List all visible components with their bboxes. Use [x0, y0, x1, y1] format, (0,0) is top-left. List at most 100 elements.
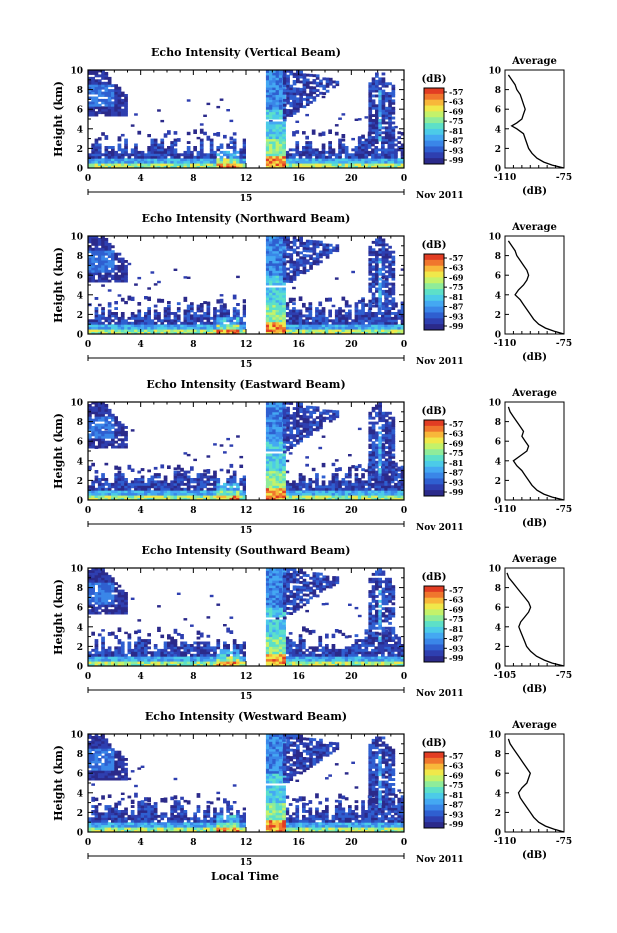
heatmap-cell	[154, 483, 158, 486]
heatmap-cell	[303, 271, 307, 274]
heatmap-cell	[266, 73, 270, 76]
heatmap-cell	[276, 327, 280, 330]
heatmap-cell	[335, 310, 339, 313]
heatmap-cell	[101, 248, 105, 251]
heatmap-cell	[397, 493, 401, 496]
heatmap-cell	[124, 488, 128, 491]
heatmap-cell	[203, 301, 207, 304]
heatmap-cell	[111, 324, 115, 327]
heatmap-cell	[236, 276, 240, 278]
heatmap-cell	[230, 476, 234, 479]
heatmap-cell	[220, 144, 224, 147]
average-profile-line	[508, 75, 564, 168]
heatmap-cell	[174, 467, 178, 470]
heatmap-cell	[144, 317, 148, 320]
colorbar-tick-label: -63	[449, 97, 464, 107]
heatmap-cell	[392, 268, 396, 271]
heatmap-cell	[177, 483, 181, 486]
heatmap-cell	[154, 156, 158, 159]
heatmap-cell	[378, 87, 382, 90]
heatmap-cell	[332, 148, 336, 151]
heatmap-cell	[98, 146, 102, 149]
heatmap-cell	[335, 488, 339, 491]
heatmap-cell	[361, 493, 365, 496]
heatmap-cell	[322, 144, 326, 147]
heatmap-cell	[200, 129, 204, 134]
heatmap-cell	[355, 468, 359, 471]
heatmap-cell	[392, 136, 396, 139]
heatmap-cell	[279, 327, 283, 330]
heatmap-cell	[157, 299, 161, 303]
heatmap-cell	[177, 465, 181, 470]
heatmap-cell	[114, 416, 118, 419]
heatmap-cell	[305, 488, 309, 491]
heatmap-cell	[203, 480, 207, 483]
heatmap-cell	[348, 312, 352, 315]
heatmap-cell	[91, 238, 95, 241]
heatmap-cell	[239, 490, 243, 493]
heatmap-cell	[394, 493, 398, 496]
heatmap-cell	[313, 74, 317, 77]
heatmap-cell	[118, 473, 122, 476]
y-tick-label: 8	[77, 86, 83, 96]
date-day: 15	[240, 360, 253, 370]
heatmap-cell	[318, 161, 322, 164]
heatmap-cell	[184, 327, 188, 330]
heatmap-cell	[174, 139, 178, 142]
heatmap-cell	[269, 488, 273, 491]
heatmap-cell	[220, 151, 224, 154]
heatmap-cell	[293, 407, 297, 410]
heatmap-cell	[272, 488, 276, 491]
heatmap-cell	[378, 327, 382, 330]
heatmap-cell	[289, 270, 293, 273]
heatmap-cell	[279, 151, 283, 154]
heatmap-cell	[108, 272, 112, 275]
heatmap-cell	[243, 322, 247, 325]
heatmap-cell	[303, 423, 307, 426]
heatmap-cell	[266, 297, 270, 300]
heatmap-cell	[338, 151, 342, 154]
heatmap-cell	[394, 312, 398, 315]
heatmap-cell	[266, 239, 270, 242]
heatmap-cell	[108, 443, 112, 446]
heatmap-cell	[286, 307, 290, 310]
heatmap-cell	[121, 443, 125, 446]
heatmap-cell	[365, 317, 369, 320]
heatmap-cell	[303, 73, 307, 76]
heatmap-cell	[91, 322, 95, 325]
heatmap-cell	[293, 434, 297, 437]
heatmap-cell	[220, 305, 224, 308]
heatmap-cell	[121, 473, 125, 476]
heatmap-cell	[174, 156, 178, 159]
heatmap-cell	[388, 283, 392, 286]
heatmap-cell	[295, 310, 299, 313]
heatmap-cell	[338, 488, 342, 491]
colorbar-step	[424, 152, 444, 158]
heatmap-cell	[372, 292, 376, 295]
colorbar-tick-label: -87	[449, 136, 463, 146]
heatmap-cell	[318, 322, 322, 325]
heatmap-cell	[315, 322, 319, 325]
heatmap-cell	[289, 102, 293, 105]
heatmap-cell	[111, 483, 115, 486]
heatmap-cell	[296, 259, 300, 262]
heatmap-cell	[91, 92, 95, 95]
heatmap-cell	[276, 239, 280, 242]
heatmap-cell	[332, 463, 336, 466]
heatmap-cell	[286, 480, 290, 483]
heatmap-cell	[286, 273, 290, 276]
heatmap-cell	[382, 307, 386, 310]
heatmap-cell	[167, 130, 171, 135]
heatmap-cell	[296, 105, 300, 108]
heatmap-cell	[342, 317, 346, 320]
heatmap-cell	[124, 151, 128, 154]
heatmap-cell	[190, 151, 194, 154]
colorbar-step	[424, 266, 444, 272]
heatmap-cell	[299, 73, 303, 76]
heatmap-cell	[101, 483, 105, 486]
heatmap-cell	[98, 443, 102, 446]
heatmap-cell	[266, 278, 270, 281]
heatmap-cell	[289, 312, 293, 315]
heatmap-cell	[108, 424, 112, 427]
heatmap-cell	[279, 454, 283, 457]
